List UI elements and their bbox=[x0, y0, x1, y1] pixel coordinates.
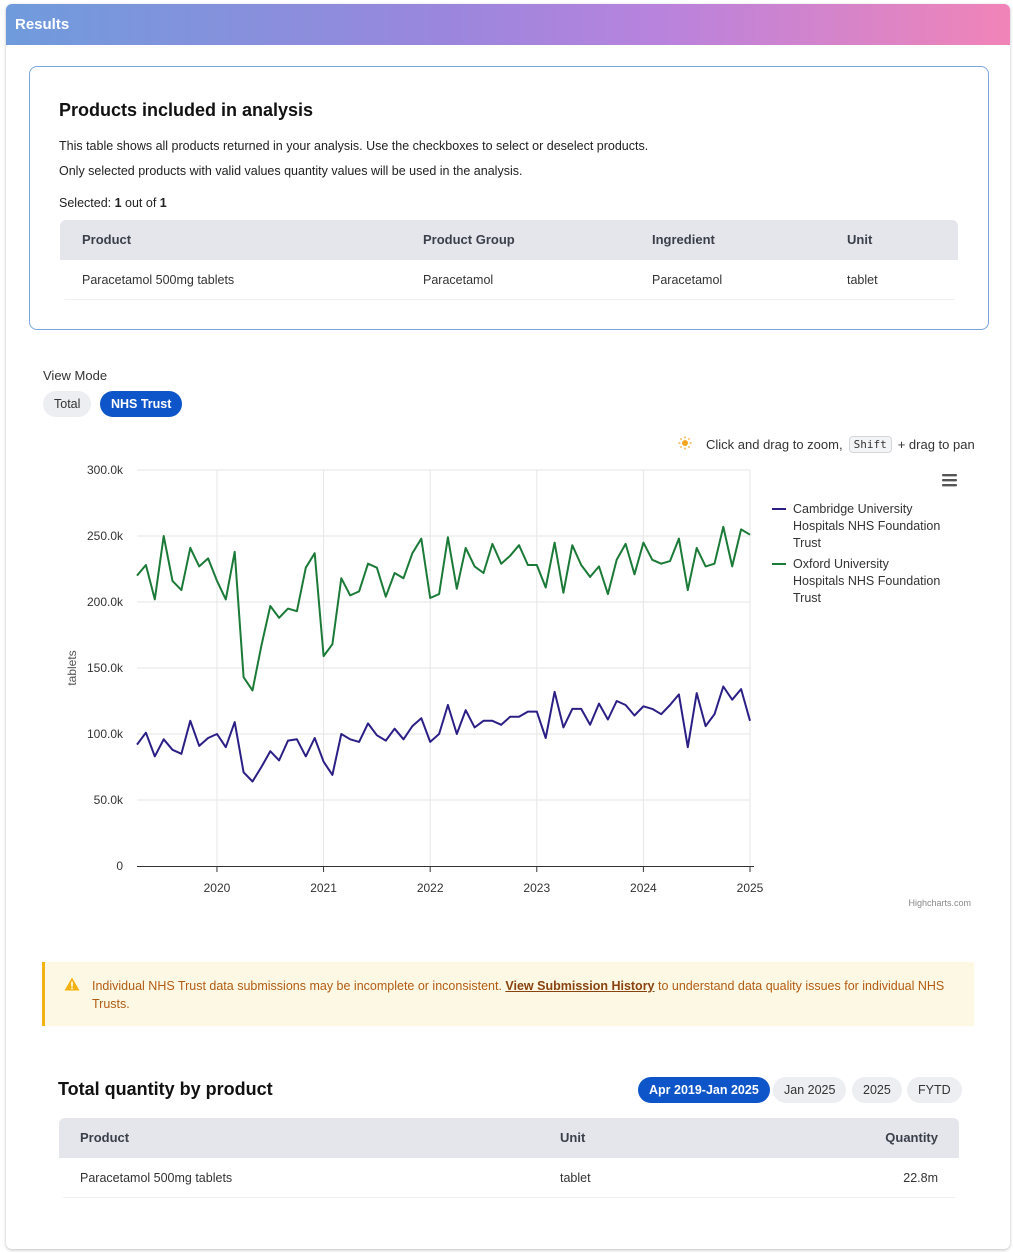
legend-label: Cambridge University bbox=[793, 502, 913, 516]
products-included-panel: Products included in analysis This table… bbox=[29, 66, 989, 330]
view-mode-nhs-trust-button[interactable]: NHS Trust bbox=[100, 391, 183, 417]
view-mode-label: View Mode bbox=[43, 368, 108, 383]
legend-item-2[interactable]: Oxford University Hospitals NHS Foundatio… bbox=[772, 557, 940, 605]
column-header-product[interactable]: Product bbox=[82, 232, 132, 247]
table-row[interactable]: Paracetamol 500mg tablets Paracetamol Pa… bbox=[60, 260, 958, 300]
shift-key-badge: Shift bbox=[848, 436, 892, 453]
cell-unit: tablet bbox=[560, 1171, 591, 1185]
table-row[interactable]: Paracetamol 500mg tablets tablet 22.8m bbox=[59, 1158, 959, 1198]
warning-triangle-icon bbox=[64, 977, 80, 996]
data-quality-alert: Individual NHS Trust data submissions ma… bbox=[42, 962, 974, 1026]
products-description-line1: This table shows all products returned i… bbox=[59, 139, 649, 153]
alert-message: Individual NHS Trust data submissions ma… bbox=[92, 977, 962, 1013]
cell-product-group: Paracetamol bbox=[423, 273, 494, 287]
nhs-trust-line-chart[interactable]: 0 50.0k 100.0k 150.0k 200.0k 250.0k 300.0k 202… bbox=[46, 454, 976, 914]
column-header-ingredient[interactable]: Ingredient bbox=[652, 232, 715, 247]
x-tick-label: 2023 bbox=[523, 881, 550, 895]
zoom-hint-text: Click and drag to zoom, bbox=[706, 437, 843, 452]
selected-count: 1 bbox=[114, 196, 122, 210]
legend-label: Hospitals NHS Foundation bbox=[793, 519, 940, 533]
chart-credits[interactable]: Highcharts.com bbox=[908, 898, 971, 908]
x-axis-ticks: 2020 2021 2022 2023 2024 2025 bbox=[137, 866, 764, 895]
products-description-line2: Only selected products with valid values… bbox=[59, 164, 523, 178]
period-apr2019-jan2025-button[interactable]: Apr 2019-Jan 2025 bbox=[638, 1077, 770, 1103]
y-tick-label: 300.0k bbox=[87, 463, 124, 477]
pan-hint-text: + drag to pan bbox=[897, 437, 975, 452]
alert-text-before: Individual NHS Trust data submissions ma… bbox=[92, 979, 506, 993]
cell-product: Paracetamol 500mg tablets bbox=[80, 1171, 233, 1185]
view-mode-total-button[interactable]: Total bbox=[43, 391, 92, 417]
x-tick-label: 2020 bbox=[204, 881, 231, 895]
y-tick-label: 200.0k bbox=[87, 595, 124, 609]
cell-product: Paracetamol 500mg tablets bbox=[82, 273, 235, 287]
selected-prefix: Selected: bbox=[59, 196, 115, 210]
results-card: Results Products included in analysis Th… bbox=[6, 4, 1010, 1249]
cell-ingredient: Paracetamol bbox=[652, 273, 723, 287]
selected-total: 1 bbox=[159, 196, 167, 210]
chart-series bbox=[136, 525, 751, 783]
selected-middle: out of bbox=[121, 196, 160, 210]
products-table: Product Product Group Ingredient Unit Pa… bbox=[60, 220, 958, 300]
total-quantity-title: Total quantity by product bbox=[58, 1079, 273, 1099]
column-header-unit[interactable]: Unit bbox=[847, 232, 873, 247]
y-axis-title: tablets bbox=[65, 650, 79, 685]
chart-gridlines bbox=[137, 469, 751, 866]
y-tick-label: 150.0k bbox=[87, 661, 124, 675]
column-header-product-group[interactable]: Product Group bbox=[423, 232, 515, 247]
period-jan2025-button[interactable]: Jan 2025 bbox=[773, 1077, 847, 1103]
alert-text-after: to understand data quality issues for in… bbox=[92, 979, 945, 1011]
total-table-header: Product Unit Quantity bbox=[59, 1118, 959, 1158]
sun-icon bbox=[678, 436, 692, 453]
legend-label: Hospitals NHS Foundation bbox=[793, 574, 940, 588]
series-line-1[interactable] bbox=[136, 685, 751, 783]
chart-zoom-hint: Click and drag to zoom, Shift + drag to … bbox=[678, 436, 975, 453]
x-tick-label: 2022 bbox=[417, 881, 444, 895]
selected-count-text: Selected: 1 out of 1 bbox=[59, 196, 167, 210]
chart-legend: Cambridge University Hospitals NHS Founda… bbox=[772, 502, 940, 605]
x-tick-label: 2025 bbox=[737, 881, 764, 895]
period-fytd-button[interactable]: FYTD bbox=[907, 1077, 962, 1103]
series-line-2[interactable] bbox=[136, 525, 751, 692]
column-header-unit[interactable]: Unit bbox=[560, 1130, 586, 1145]
products-table-header: Product Product Group Ingredient Unit bbox=[60, 220, 958, 260]
products-section-title: Products included in analysis bbox=[59, 100, 314, 120]
legend-label: Oxford University bbox=[793, 557, 890, 571]
period-2025-button[interactable]: 2025 bbox=[852, 1077, 902, 1103]
y-tick-label: 250.0k bbox=[87, 529, 124, 543]
y-tick-label: 100.0k bbox=[87, 727, 124, 741]
legend-label: Trust bbox=[793, 591, 822, 605]
cell-unit: tablet bbox=[847, 273, 878, 287]
column-header-product[interactable]: Product bbox=[80, 1130, 130, 1145]
x-tick-label: 2024 bbox=[630, 881, 657, 895]
x-tick-label: 2021 bbox=[310, 881, 337, 895]
y-tick-label: 50.0k bbox=[94, 793, 124, 807]
view-submission-history-link[interactable]: View Submission History bbox=[505, 979, 655, 993]
total-quantity-table: Product Unit Quantity Paracetamol 500mg … bbox=[59, 1118, 959, 1198]
hamburger-menu-icon[interactable] bbox=[936, 471, 957, 489]
column-header-quantity[interactable]: Quantity bbox=[885, 1130, 938, 1145]
y-tick-label: 0 bbox=[116, 859, 123, 873]
legend-item-1[interactable]: Cambridge University Hospitals NHS Founda… bbox=[772, 502, 940, 550]
results-header: Results bbox=[6, 4, 1010, 45]
legend-label: Trust bbox=[793, 536, 822, 550]
y-axis-ticks: 0 50.0k 100.0k 150.0k 200.0k 250.0k 300.0k bbox=[87, 463, 124, 873]
cell-quantity: 22.8m bbox=[903, 1171, 938, 1185]
